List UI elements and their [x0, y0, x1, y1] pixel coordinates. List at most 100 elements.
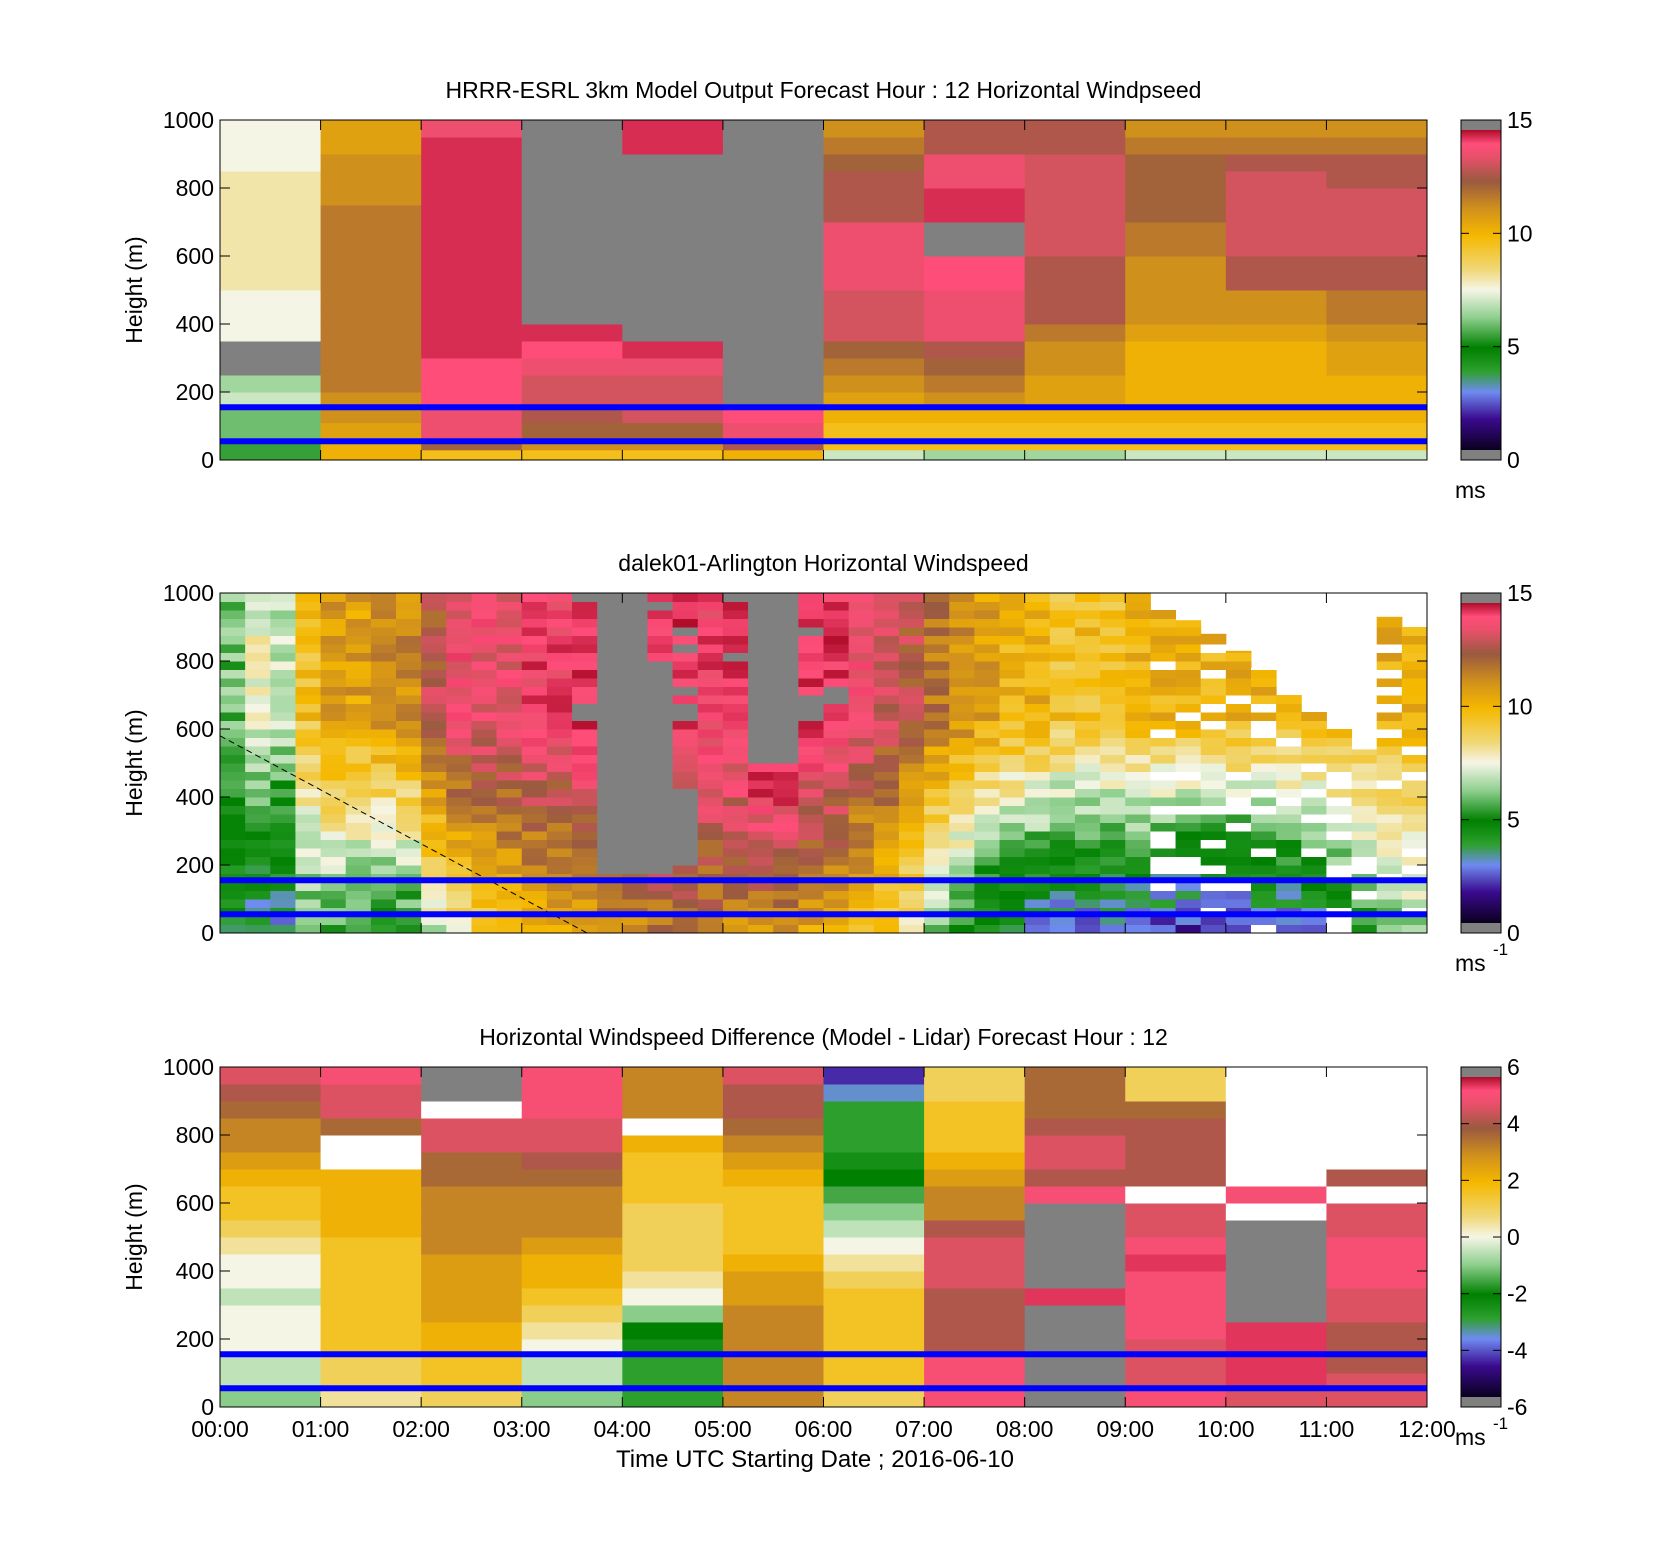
heatmap-cell [924, 324, 1026, 342]
heatmap-cell [848, 788, 875, 798]
heatmap-cell [220, 593, 246, 602]
heatmap-cell [697, 882, 724, 891]
heatmap-cell [1376, 686, 1403, 696]
heatmap-cell [823, 439, 925, 451]
heatmap-cell [1125, 1288, 1227, 1306]
heatmap-cell [295, 618, 322, 628]
heatmap-cell [798, 890, 824, 900]
heatmap-cell [446, 712, 472, 721]
heatmap-cell [521, 341, 623, 359]
heatmap-cell [823, 1169, 925, 1187]
heatmap-cell [647, 678, 674, 687]
heatmap-cell [622, 763, 648, 772]
heatmap-cell [1200, 737, 1227, 747]
colorbar-unit: ms [1455, 950, 1486, 976]
heatmap-cell [546, 686, 573, 696]
heatmap-cell [1401, 686, 1428, 696]
heatmap-cell [521, 899, 548, 908]
heatmap-cell [1125, 797, 1151, 806]
heatmap-cell [1276, 720, 1302, 730]
heatmap-cell [396, 678, 422, 687]
heatmap-cell [1175, 848, 1202, 857]
heatmap-cell [546, 797, 573, 806]
heatmap-cell [220, 899, 246, 908]
heatmap-cell [647, 729, 674, 738]
heatmap-cell [521, 1305, 623, 1323]
heatmap-cell [1200, 729, 1227, 738]
heatmap-cell [295, 754, 322, 764]
heatmap-cell [647, 814, 674, 823]
heatmap-cell [999, 593, 1026, 602]
heatmap-cell [471, 610, 498, 619]
heatmap-cell [521, 746, 548, 755]
heatmap-cell [974, 814, 1001, 823]
heatmap-cell [220, 771, 246, 781]
heatmap-cell [521, 839, 548, 849]
heatmap-cell [471, 652, 498, 662]
heatmap-cell [974, 856, 1001, 866]
heatmap-cell [823, 120, 925, 138]
heatmap-cell [1225, 720, 1252, 730]
heatmap-cell [974, 822, 1001, 832]
heatmap-cell [873, 814, 900, 823]
heatmap-cell [898, 848, 925, 857]
heatmap-cell [597, 822, 623, 832]
heatmap-cell [1225, 763, 1252, 772]
heatmap-cell [320, 222, 422, 240]
heatmap-cell [924, 375, 1026, 393]
heatmap-cell [1125, 1084, 1227, 1102]
heatmap-cell [622, 154, 724, 172]
heatmap-cell [748, 899, 774, 908]
heatmap-cell [848, 856, 875, 866]
heatmap-cell [1376, 831, 1403, 840]
heatmap-cell [521, 324, 623, 342]
heatmap-cell [220, 924, 246, 934]
heatmap-cell [521, 601, 548, 611]
heatmap-cell [823, 290, 925, 308]
heatmap-cell [1049, 754, 1076, 764]
heatmap-cell [722, 720, 749, 730]
heatmap-cell [924, 797, 950, 806]
heatmap-cell [396, 627, 422, 636]
heatmap-cell [1326, 822, 1353, 832]
heatmap-cell [1175, 678, 1202, 687]
heatmap-cell [823, 449, 925, 461]
heatmap-cell [521, 686, 548, 696]
heatmap-cell [1351, 916, 1378, 925]
heatmap-cell [270, 737, 296, 747]
heatmap-cell [1074, 754, 1101, 764]
heatmap-cell [546, 805, 573, 815]
heatmap-cell [320, 805, 347, 815]
heatmap-cell [1301, 856, 1327, 866]
heatmap-cell [1125, 358, 1227, 376]
heatmap-cell [1225, 839, 1252, 849]
heatmap-cell [1326, 1237, 1428, 1255]
heatmap-cell [546, 924, 573, 934]
heatmap-cell [320, 1288, 422, 1306]
heatmap-cell [974, 882, 1001, 891]
heatmap-cell [270, 644, 296, 653]
heatmap-cell [722, 137, 824, 155]
heatmap-cell [471, 771, 498, 781]
heatmap-cell [672, 856, 699, 866]
heatmap-cell [622, 222, 724, 240]
heatmap-cell [773, 695, 799, 704]
heatmap-cell [1125, 375, 1227, 393]
heatmap-cell [320, 712, 347, 721]
heatmap-cell [748, 814, 774, 823]
heatmap-cell [521, 1186, 623, 1204]
heatmap-cell [924, 703, 950, 713]
heatmap-cell [220, 137, 322, 155]
heatmap-cell [1250, 848, 1277, 857]
heatmap-cell [396, 618, 422, 628]
heatmap-cell [1376, 865, 1403, 874]
heatmap-cell [898, 737, 925, 747]
heatmap-cell [471, 831, 498, 840]
heatmap-cell [496, 848, 523, 857]
heatmap-cell [622, 839, 648, 849]
heatmap-cell [1175, 635, 1202, 645]
heatmap-cell [597, 754, 623, 764]
heatmap-cell [1301, 814, 1327, 823]
heatmap-cell [1326, 1203, 1428, 1221]
heatmap-cell [924, 695, 950, 704]
